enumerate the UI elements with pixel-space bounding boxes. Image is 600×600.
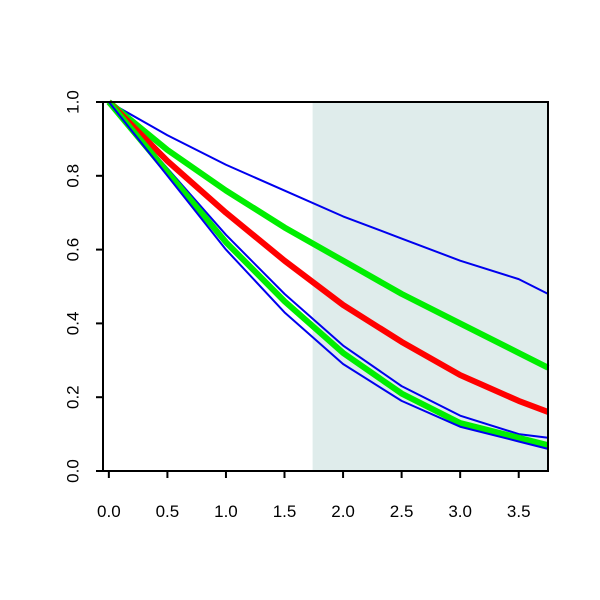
series-line-5: [106, 100, 549, 449]
x-tick-label: 2.5: [390, 502, 414, 521]
y-tick-label: 0.0: [64, 459, 83, 483]
x-tick-label: 0.0: [97, 502, 121, 521]
x-tick-label: 3.0: [448, 502, 472, 521]
y-tick-label: 1.0: [64, 90, 83, 114]
series-line-2: [106, 99, 550, 371]
plot-background: [312, 102, 548, 471]
y-tick-label: 0.4: [64, 312, 83, 336]
series-lines: [106, 99, 550, 450]
x-tick-label: 2.0: [331, 502, 355, 521]
x-tick-label: 1.0: [214, 502, 238, 521]
x-tick-label: 1.5: [273, 502, 297, 521]
x-tick-label: 3.5: [507, 502, 531, 521]
y-tick-label: 0.2: [64, 385, 83, 409]
series-line-6: [108, 101, 549, 450]
series-line-1: [108, 101, 549, 295]
series-line-4: [108, 101, 549, 439]
plot-frame: [102, 101, 549, 472]
x-tick-label: 0.5: [156, 502, 180, 521]
y-tick-label: 0.6: [64, 238, 83, 262]
axes: 0.0 0.2 0.4 0.6 0.8 1.0 0.0 0.5 1.0 1.5 2.0 2.5 3.0 3…: [64, 90, 549, 521]
series-line-3: [106, 99, 550, 415]
y-tick-label: 0.8: [64, 164, 83, 188]
shaded-region: [312, 102, 548, 471]
